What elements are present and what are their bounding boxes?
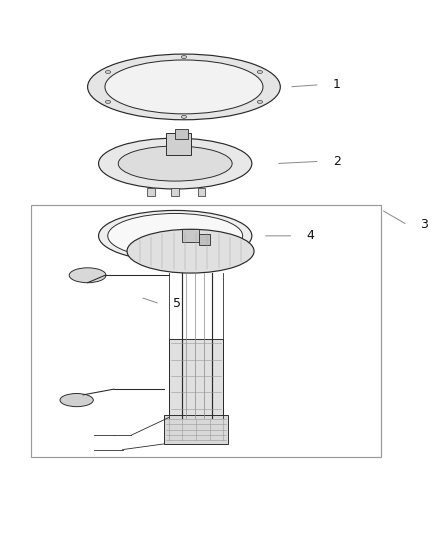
Bar [147, 188, 155, 196]
Ellipse shape [257, 100, 262, 103]
Bar [31, 205, 381, 457]
Ellipse shape [106, 70, 111, 74]
Ellipse shape [181, 55, 187, 59]
Bar [169, 339, 223, 418]
Ellipse shape [257, 70, 262, 74]
Ellipse shape [106, 100, 111, 103]
Ellipse shape [118, 146, 232, 181]
Ellipse shape [60, 393, 93, 407]
Bar [199, 233, 210, 245]
Ellipse shape [99, 138, 252, 189]
Ellipse shape [108, 214, 243, 258]
Bar [166, 133, 191, 155]
Ellipse shape [105, 60, 263, 114]
Bar [175, 128, 188, 140]
Bar [164, 415, 228, 444]
Text: 3: 3 [420, 219, 428, 231]
Bar [182, 229, 199, 243]
Ellipse shape [99, 211, 252, 261]
Ellipse shape [88, 54, 280, 120]
Ellipse shape [181, 115, 187, 118]
Text: 5: 5 [173, 297, 181, 310]
Ellipse shape [127, 229, 254, 273]
Bar [198, 188, 205, 196]
Text: 1: 1 [333, 78, 341, 91]
Text: 4: 4 [307, 229, 314, 243]
Text: 2: 2 [333, 155, 341, 168]
Ellipse shape [69, 268, 106, 282]
Bar [171, 188, 179, 196]
